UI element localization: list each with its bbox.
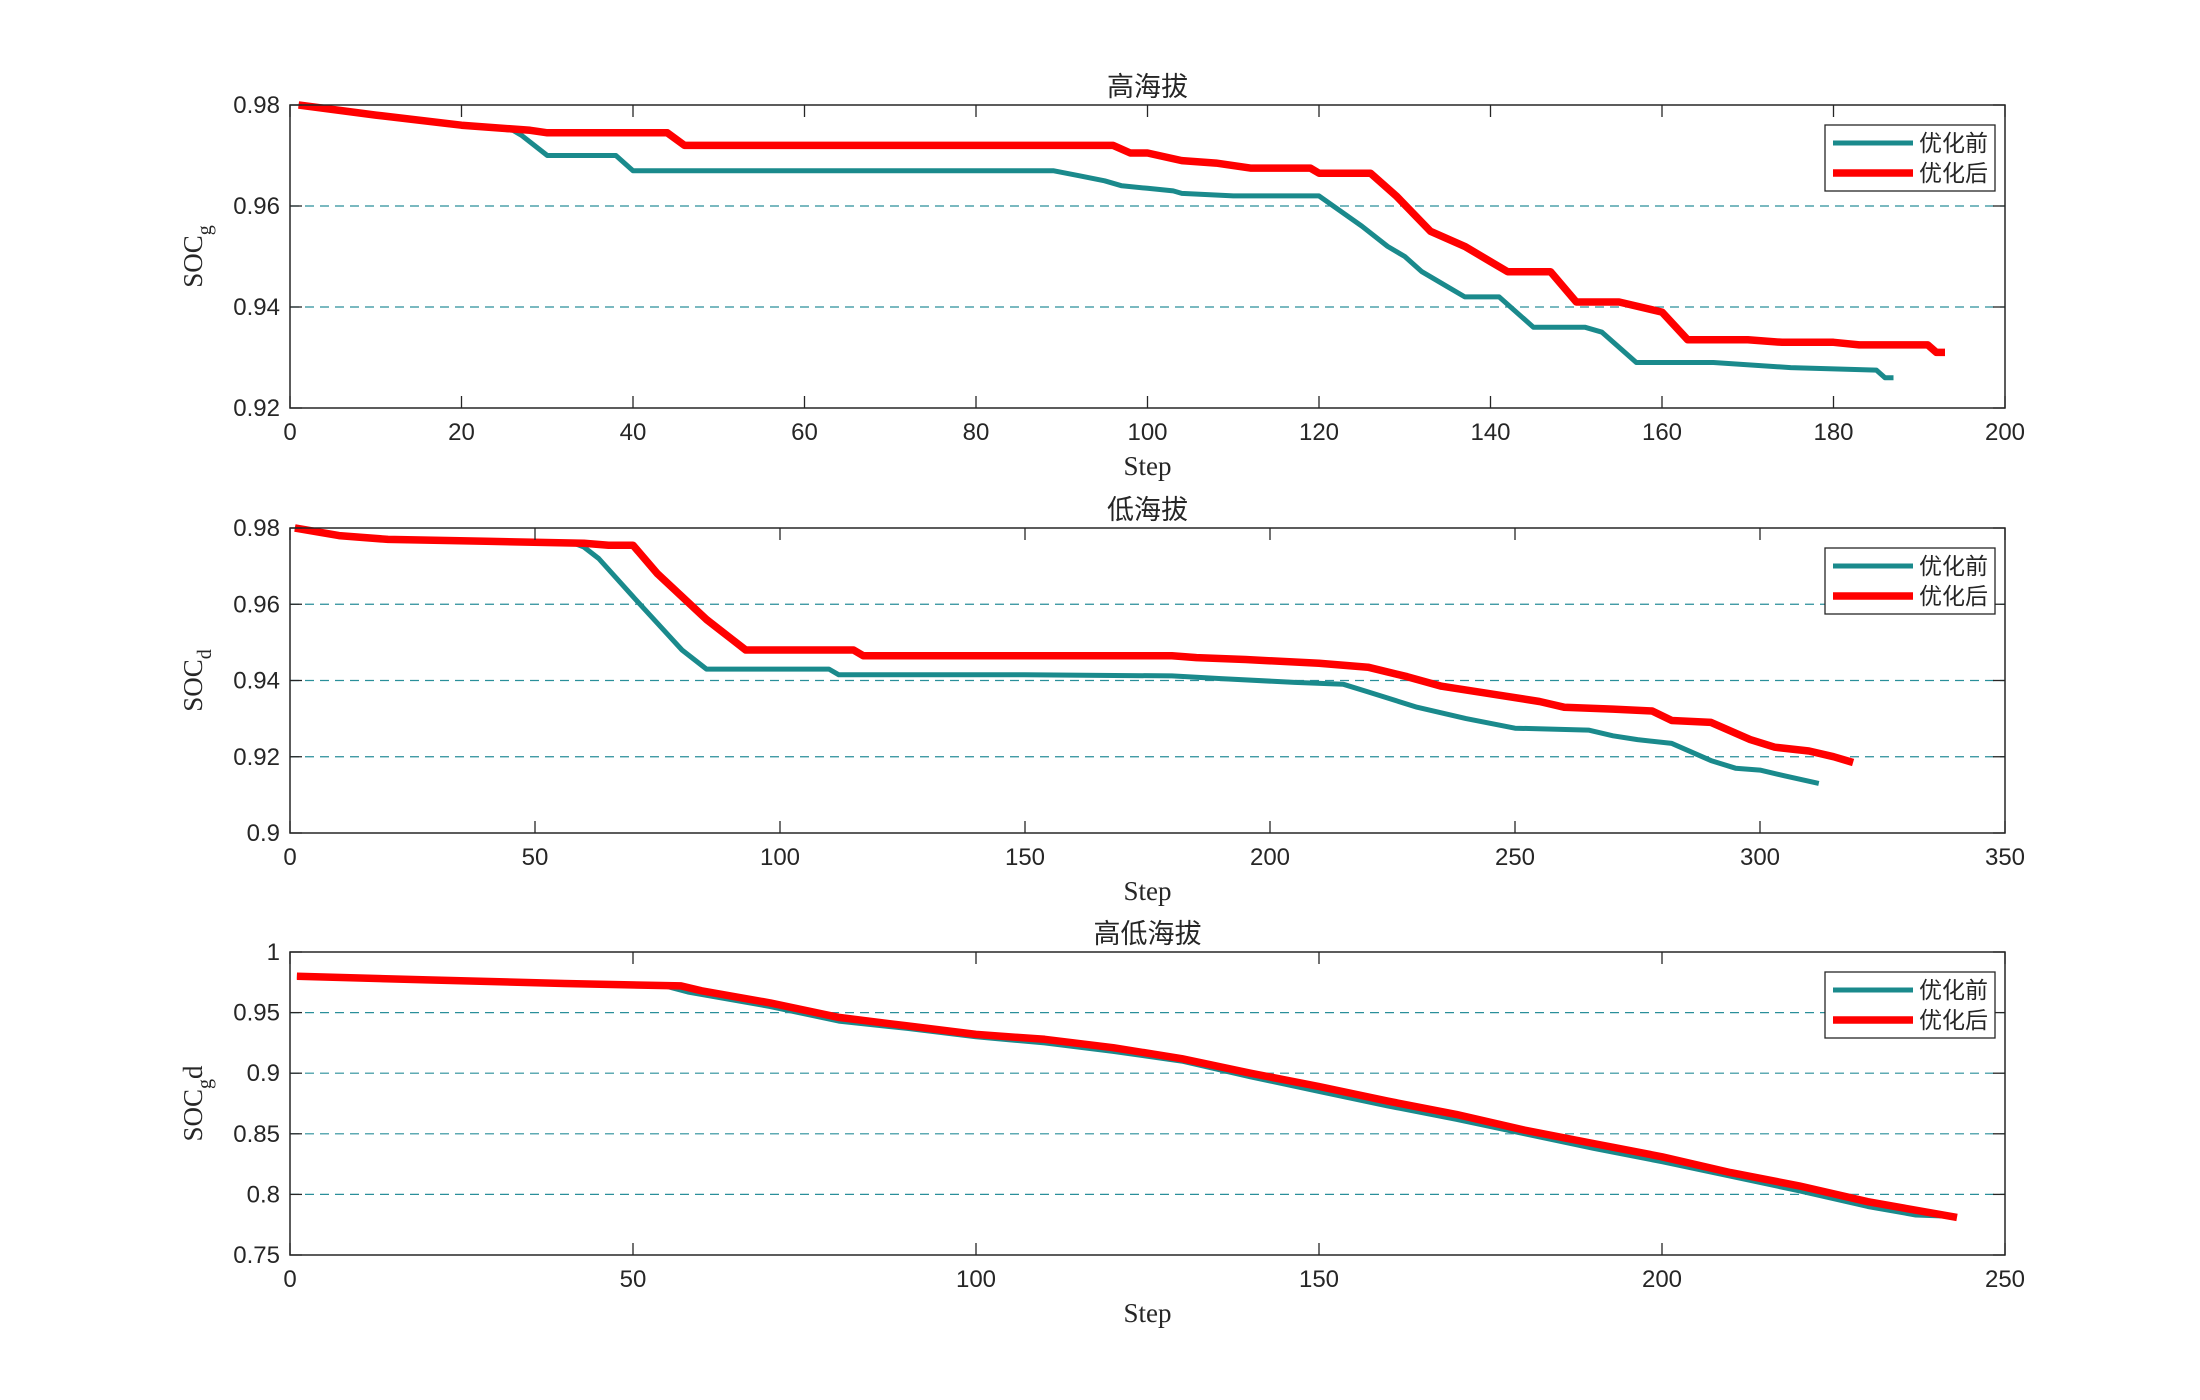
chart-panel-3: 0 50 100 150 200 250 0.75 0.8 0.85 0.9 0.95 1 高低海拔 St… [178, 919, 2025, 1328]
series-line-1 [294, 525, 1820, 786]
legend-label-1: 优化前 [1919, 978, 1988, 1004]
y-axis-label: SOCg [178, 225, 216, 288]
chart-panel-2: 0 50 100 150 200 250 300 350 0.9 0.92 0.94 0.96 0.98… [178, 495, 2025, 906]
x-tick-label: 150 [1005, 844, 1045, 871]
legend-label-2: 优化后 [1919, 1008, 1988, 1034]
legend-box [1824, 971, 1996, 1039]
x-tick-label: 50 [620, 1266, 647, 1293]
x-tick-label: 250 [1985, 1266, 2025, 1293]
x-tick-label: 180 [1813, 419, 1853, 446]
x-tick-label: 200 [1985, 419, 2025, 446]
y-tick-label: 0.85 [233, 1121, 280, 1148]
chart-title: 高低海拔 [1094, 919, 1202, 950]
series-line-2 [298, 101, 1945, 357]
x-tick-label: 100 [1127, 419, 1167, 446]
chart-panel-1: 0 20 40 60 80 100 120 140 160 180 200 0.92 0.94 0.96 0… [178, 72, 2025, 481]
x-tick-label: 60 [791, 419, 818, 446]
y-tick-label: 0.94 [233, 668, 280, 695]
x-tick-label: 120 [1299, 419, 1339, 446]
x-tick-label: 100 [956, 1266, 996, 1293]
y-tick-label: 0.8 [247, 1181, 280, 1208]
x-tick-label: 200 [1250, 844, 1290, 871]
x-tick-label: 300 [1740, 844, 1780, 871]
x-tick-label: 350 [1985, 844, 2025, 871]
chart-title: 低海拔 [1107, 495, 1188, 526]
y-axis-label: SOCgd [178, 1065, 216, 1142]
y-tick-label: 0.92 [233, 744, 280, 771]
x-tick-label: 140 [1470, 419, 1510, 446]
x-tick-label: 160 [1642, 419, 1682, 446]
x-tick-label: 80 [963, 419, 990, 446]
x-tick-label: 0 [283, 419, 296, 446]
x-axis-label: Step [1123, 876, 1171, 906]
chart-title: 高海拔 [1107, 72, 1188, 103]
legend-box [1824, 124, 1996, 192]
y-tick-label: 0.96 [233, 591, 280, 618]
legend-label-2: 优化后 [1919, 161, 1988, 187]
y-tick-label: 0.95 [233, 1000, 280, 1027]
x-tick-label: 100 [760, 844, 800, 871]
y-tick-label: 0.94 [233, 294, 280, 321]
y-tick-label: 0.9 [247, 1060, 280, 1087]
y-axis-label: SOCd [178, 649, 216, 712]
y-tick-label: 0.98 [233, 515, 280, 542]
x-tick-label: 250 [1495, 844, 1535, 871]
x-axis-label: Step [1123, 1298, 1171, 1328]
x-tick-label: 20 [448, 419, 475, 446]
x-tick-label: 50 [522, 844, 549, 871]
y-tick-label: 1 [267, 939, 280, 966]
x-axis-label: Step [1123, 451, 1171, 481]
y-tick-label: 0.98 [233, 92, 280, 119]
series-line-1 [298, 102, 1894, 381]
series-line-2 [294, 524, 1855, 767]
legend-label-1: 优化前 [1919, 554, 1988, 580]
legend-label-2: 优化后 [1919, 584, 1988, 610]
y-tick-label: 0.9 [247, 820, 280, 847]
x-tick-label: 200 [1642, 1266, 1682, 1293]
x-tick-label: 40 [620, 419, 647, 446]
x-tick-label: 150 [1299, 1266, 1339, 1293]
y-tick-label: 0.75 [233, 1242, 280, 1269]
legend-label-1: 优化前 [1919, 131, 1988, 157]
legend-box [1824, 547, 1996, 615]
y-tick-label: 0.92 [233, 395, 280, 422]
x-tick-label: 0 [283, 1266, 296, 1293]
y-tick-label: 0.96 [233, 193, 280, 220]
axes-box [289, 951, 2006, 1256]
plot-area [290, 952, 2005, 1255]
x-tick-label: 0 [283, 844, 296, 871]
series-line-2 [296, 972, 1958, 1222]
